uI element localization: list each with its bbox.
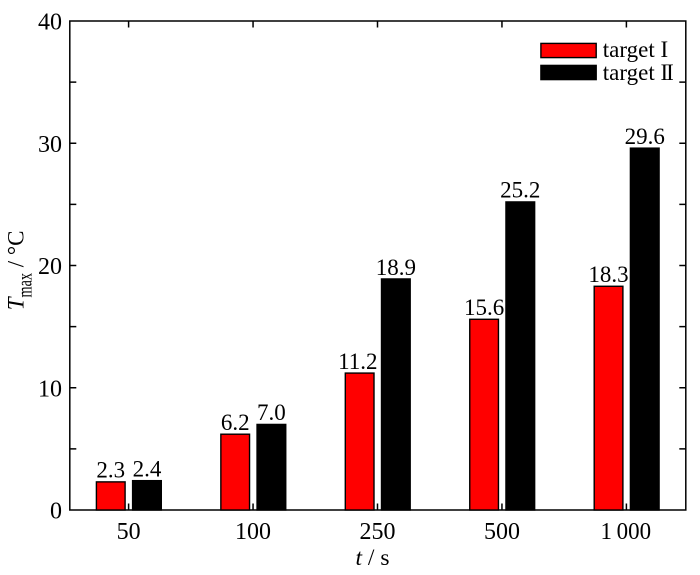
svg-text:2.3: 2.3 — [96, 458, 125, 483]
svg-text:1 000: 1 000 — [601, 519, 652, 545]
svg-text:11.2: 11.2 — [338, 349, 377, 374]
svg-text:2.4: 2.4 — [133, 457, 162, 482]
svg-text:t / s: t / s — [356, 545, 390, 571]
svg-text:15.6: 15.6 — [464, 295, 504, 320]
svg-text:40: 40 — [38, 10, 62, 36]
svg-text:100: 100 — [235, 519, 271, 545]
svg-text:Tmax / °C: Tmax / °C — [4, 231, 37, 311]
svg-text:18.3: 18.3 — [588, 262, 628, 287]
svg-text:500: 500 — [484, 519, 520, 545]
svg-text:20: 20 — [38, 254, 62, 280]
svg-text:0: 0 — [50, 499, 62, 525]
svg-text:50: 50 — [117, 519, 141, 545]
svg-text:target I: target I — [603, 37, 668, 62]
svg-text:6.2: 6.2 — [221, 410, 250, 435]
svg-text:7.0: 7.0 — [257, 400, 286, 425]
svg-text:10: 10 — [38, 376, 62, 402]
svg-text:250: 250 — [360, 519, 396, 545]
svg-text:18.9: 18.9 — [376, 255, 416, 280]
svg-text:target II: target II — [603, 60, 673, 85]
svg-text:29.6: 29.6 — [625, 124, 665, 149]
svg-text:25.2: 25.2 — [500, 178, 540, 203]
svg-text:30: 30 — [38, 132, 62, 158]
